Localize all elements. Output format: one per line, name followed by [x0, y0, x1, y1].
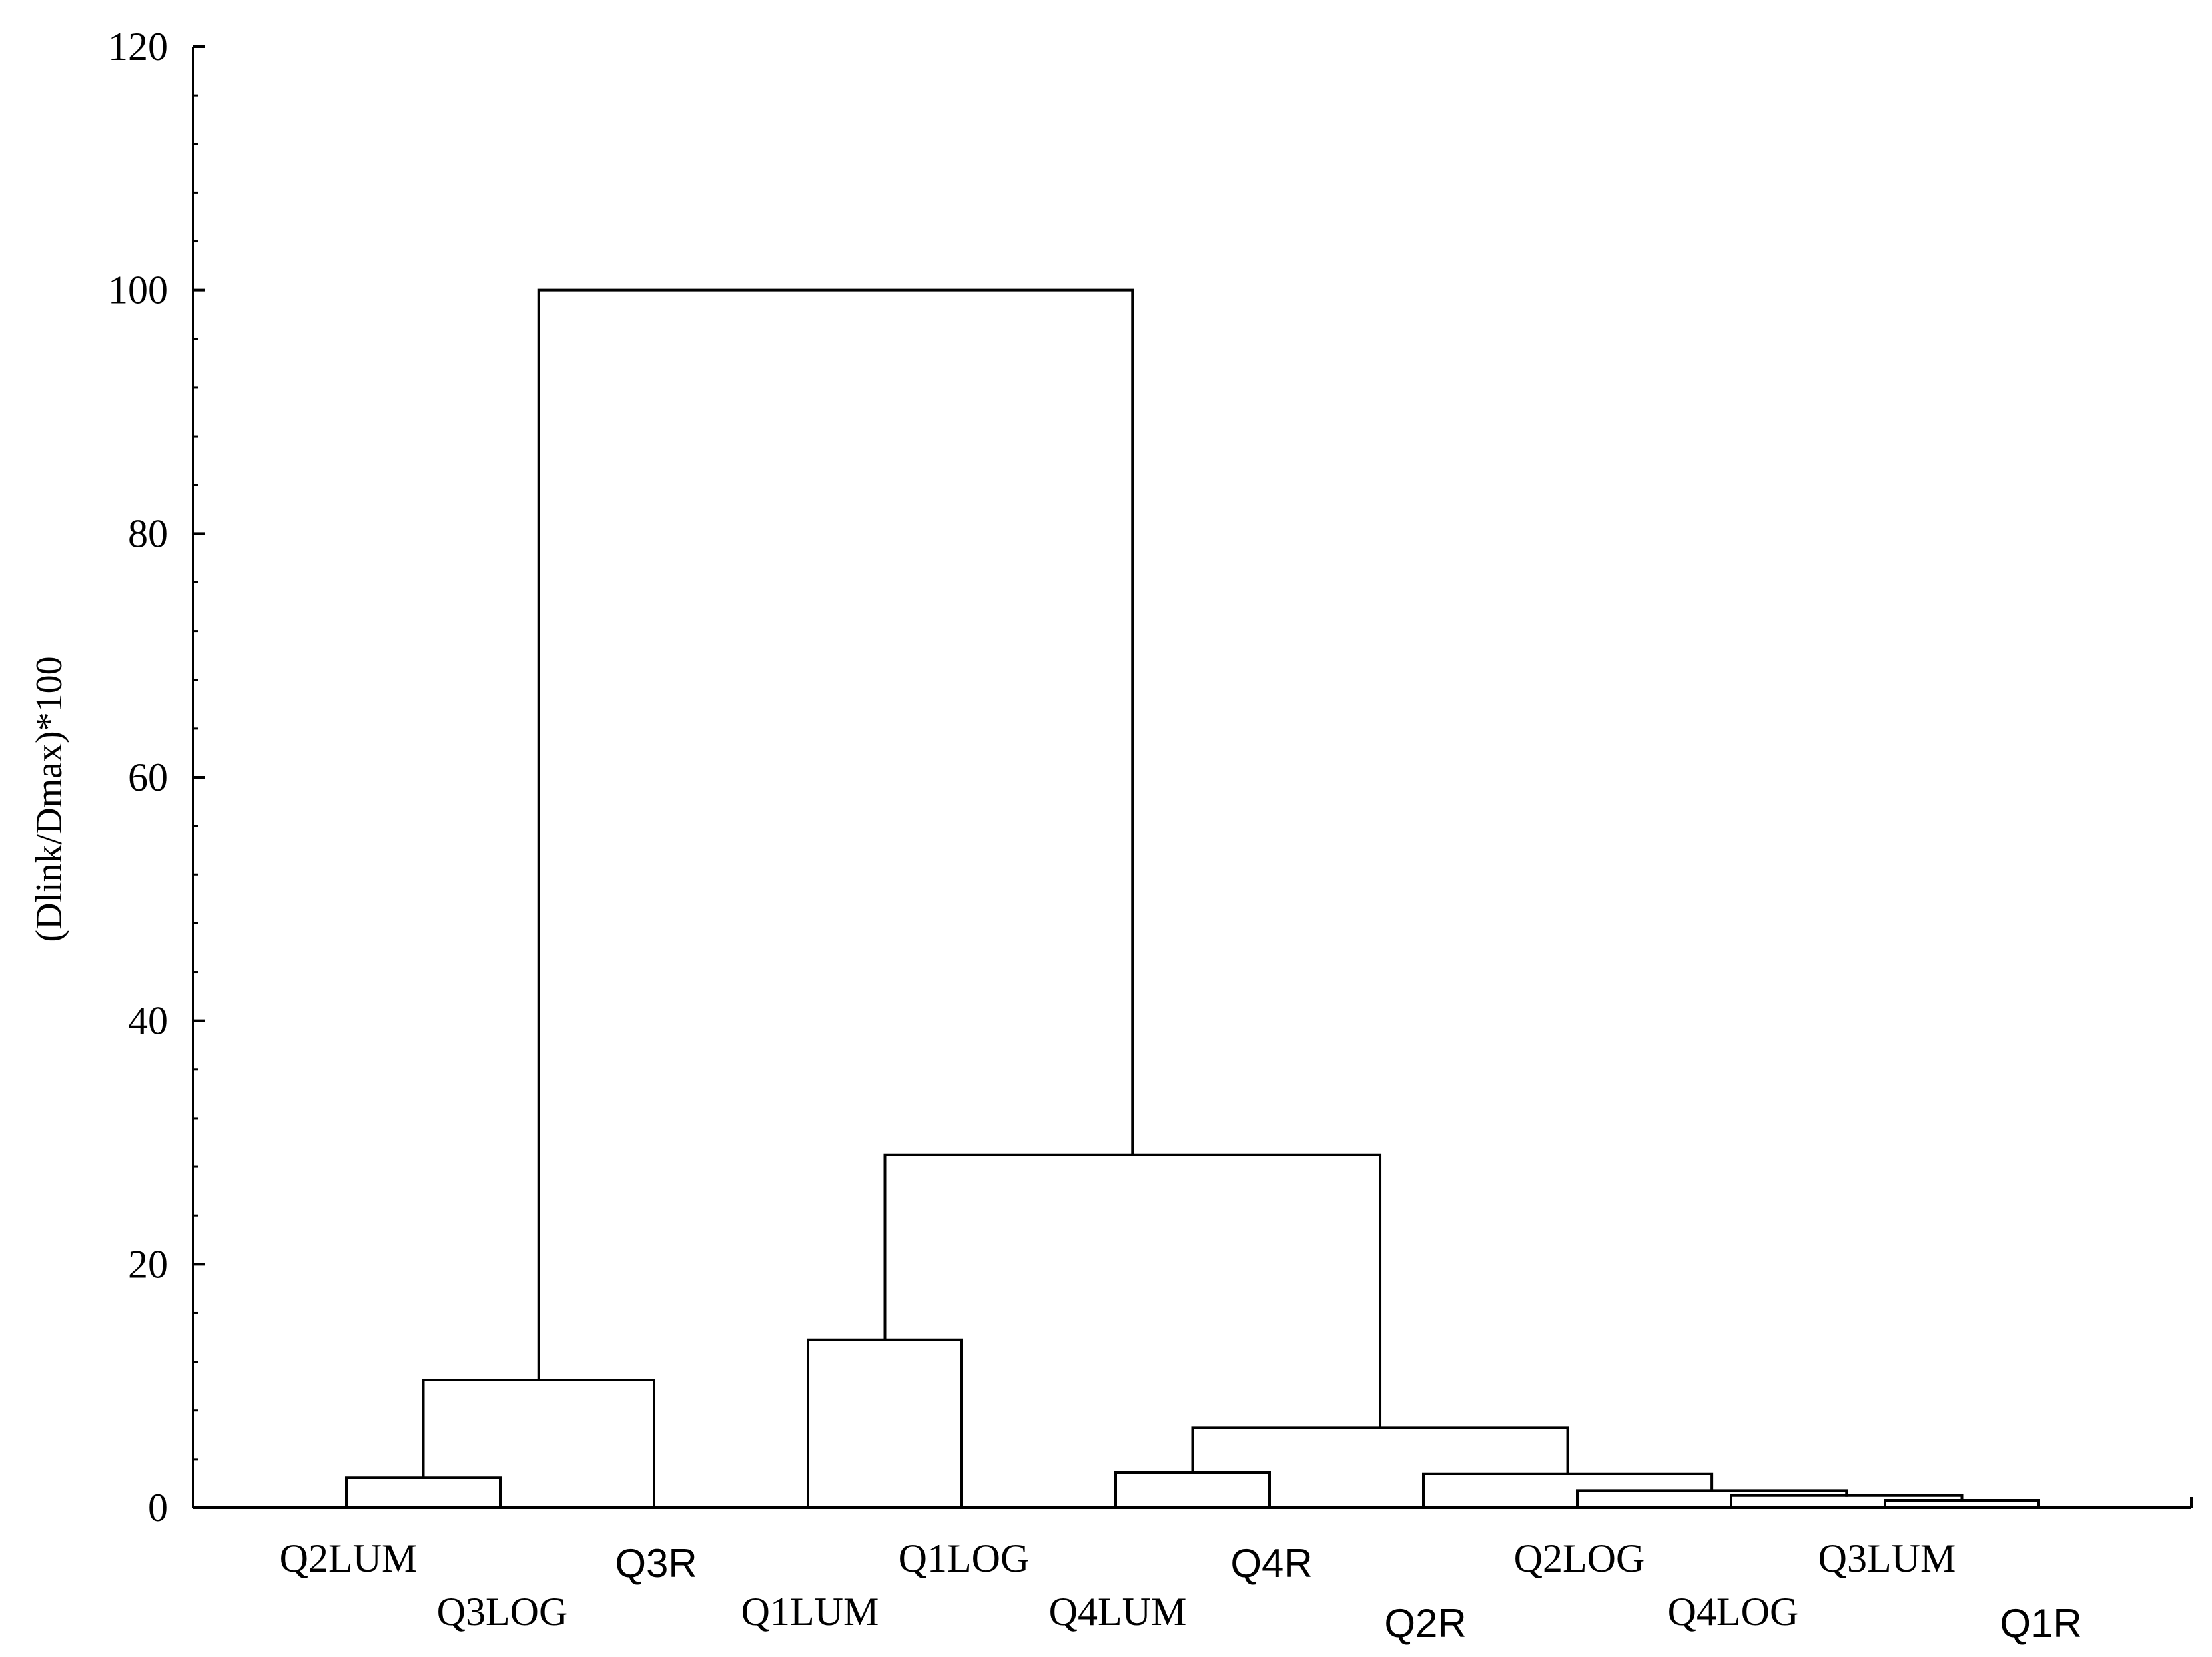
y-tick-label: 120 — [108, 25, 168, 69]
dendrogram-links — [345, 288, 2040, 1509]
y-tick-label: 100 — [108, 268, 168, 312]
leaf-label: Q2R — [1384, 1601, 1466, 1646]
dendrogram-link — [422, 1379, 655, 1509]
y-tick-label: 80 — [128, 511, 168, 555]
dendrogram-link — [345, 1476, 502, 1509]
axes: 0 20 40 60 80 100 120 — [108, 25, 2193, 1530]
y-tick-label: 60 — [128, 755, 168, 799]
y-axis-label: (Dlink/Dmax)*100 — [29, 656, 70, 942]
leaf-label: Q3LUM — [1818, 1536, 1956, 1580]
y-tick-label: 40 — [128, 999, 168, 1043]
dendrogram-link — [1191, 1426, 1569, 1475]
dendrogram-link — [1576, 1489, 1848, 1509]
leaf-label: Q4LUM — [1049, 1590, 1187, 1634]
dendrogram-link — [537, 288, 1134, 1382]
leaf-label: Q2LUM — [280, 1536, 418, 1580]
leaf-label: Q1LOG — [899, 1536, 1030, 1580]
leaf-label: Q3R — [615, 1541, 697, 1586]
y-tick-label: 0 — [148, 1486, 168, 1530]
leaf-label: Q4LOG — [1668, 1590, 1799, 1634]
dendrogram-link — [1114, 1471, 1271, 1509]
dendrogram-link — [883, 1153, 1382, 1429]
y-tick-label: 20 — [128, 1242, 168, 1286]
leaf-labels: Q2LUM Q3LOG Q3R Q1LUM Q1LOG Q4LUM Q4R Q2R Q2LOG Q… — [280, 1536, 2082, 1646]
dendrogram-link — [807, 1338, 963, 1509]
leaf-label: Q1LUM — [741, 1590, 879, 1634]
leaf-label: Q1R — [2000, 1601, 2081, 1646]
leaf-label: Q3LOG — [437, 1590, 568, 1634]
leaf-label: Q2LOG — [1514, 1536, 1645, 1580]
leaf-label: Q4R — [1230, 1541, 1312, 1586]
